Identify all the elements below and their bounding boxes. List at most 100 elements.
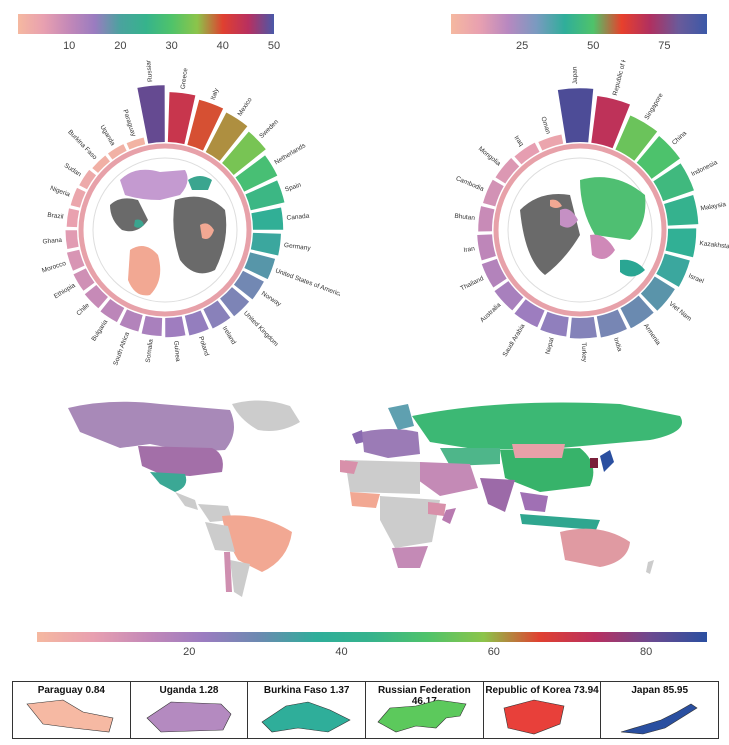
left-scale-tick: 20 bbox=[114, 40, 127, 52]
label-singapore: Singapore bbox=[644, 92, 665, 121]
bar-oman bbox=[538, 134, 564, 151]
label-nigeria: Nigeria bbox=[49, 185, 71, 199]
bar-viet-nam bbox=[640, 276, 675, 311]
region-europe bbox=[362, 429, 420, 458]
label-south-africa: South Africa bbox=[112, 331, 131, 367]
label-spain: Spain bbox=[284, 181, 302, 193]
label-bhutan: Bhutan bbox=[454, 213, 476, 222]
bar-chile bbox=[84, 285, 108, 309]
label-indonesia: Indonesia bbox=[690, 159, 719, 178]
bar-mongolia bbox=[495, 158, 520, 184]
country-argentina bbox=[230, 560, 250, 597]
right-circular-chart: Japan Republic of Korea Singapore ChinaIndo… bbox=[454, 60, 729, 363]
bar-brazil bbox=[66, 208, 80, 228]
left-scale-tick: 40 bbox=[216, 40, 229, 52]
panel-title: Burkina Faso 1.37 bbox=[263, 685, 350, 696]
label-turkey: Turkey bbox=[580, 342, 588, 363]
label-israel: Israel bbox=[687, 273, 705, 286]
bar-cambodia bbox=[483, 179, 504, 207]
panel-burkina-faso: Burkina Faso 1.37 bbox=[248, 682, 367, 738]
bar-turkey bbox=[569, 316, 597, 339]
panel-paraguay: Paraguay 0.84 bbox=[13, 682, 131, 738]
bar-ethiopia bbox=[73, 268, 95, 291]
left-color-scale bbox=[18, 14, 274, 34]
label-india: India bbox=[612, 337, 623, 353]
bar-united-kingdom bbox=[220, 287, 250, 317]
bar-united-states-of-america bbox=[244, 252, 276, 280]
bar-ghana bbox=[65, 230, 79, 249]
country-mali-region bbox=[350, 492, 380, 508]
bar-iraq bbox=[514, 142, 540, 165]
panel-russian-federation: Russian Federation 46.17 bbox=[366, 682, 484, 738]
bar-nepal bbox=[540, 311, 569, 337]
panel-title: Japan 85.95 bbox=[631, 685, 689, 696]
label-iraq: Iraq bbox=[512, 135, 524, 149]
label-republic-of-korea: Republic of Korea bbox=[612, 60, 632, 96]
label-somalia: Somalia bbox=[145, 338, 155, 363]
country-mongolia bbox=[512, 444, 565, 458]
country-russia bbox=[412, 402, 682, 450]
bottom-scale-tick: 20 bbox=[183, 646, 196, 658]
label-australia: Australia bbox=[479, 301, 503, 324]
country-chile bbox=[224, 552, 232, 592]
uganda-shape bbox=[146, 701, 232, 733]
label-mexico: Mexico bbox=[237, 96, 254, 117]
bar-burkina-faso bbox=[92, 155, 110, 173]
country-canada bbox=[68, 401, 234, 452]
bar-kazakhstan bbox=[665, 228, 697, 258]
bar-singapore bbox=[615, 115, 658, 161]
label-oman: Oman bbox=[539, 116, 551, 135]
label-nepal: Nepal bbox=[545, 336, 556, 355]
left-globe bbox=[92, 157, 238, 303]
label-japan: Japan bbox=[572, 66, 580, 84]
panel-title: Uganda 1.28 bbox=[159, 685, 219, 696]
russia-shape bbox=[377, 699, 467, 733]
label-canada: Canada bbox=[286, 213, 310, 222]
label-bulgaria: Bulgaria bbox=[90, 318, 109, 342]
bar-south-africa bbox=[119, 309, 143, 332]
bar-ireland bbox=[203, 300, 231, 329]
bar-bhutan bbox=[478, 206, 495, 232]
right-scale-tick: 50 bbox=[587, 40, 600, 52]
bar-nigeria bbox=[70, 187, 86, 208]
world-map bbox=[68, 400, 682, 597]
region-north-africa bbox=[345, 460, 420, 494]
label-netherlands: Netherlands bbox=[273, 142, 307, 167]
bar-greece bbox=[167, 92, 196, 145]
burkina-faso-shape bbox=[261, 701, 351, 733]
bar-armenia bbox=[620, 295, 654, 329]
label-thailand: Thailand bbox=[459, 275, 485, 293]
country-somalia bbox=[442, 508, 456, 524]
region-central-america bbox=[175, 492, 198, 510]
country-usa bbox=[138, 446, 223, 476]
left-scale-tick: 30 bbox=[165, 40, 178, 52]
country-panels: Paraguay 0.84 Uganda 1.28 Burkina Faso 1… bbox=[12, 681, 719, 739]
panel-title: Republic of Korea 73.94 bbox=[485, 685, 599, 696]
panel-uganda: Uganda 1.28 bbox=[131, 682, 249, 738]
label-greece: Greece bbox=[180, 67, 190, 89]
label-italy: Italy bbox=[210, 87, 221, 101]
label-paraguay: Paraguay bbox=[121, 109, 137, 138]
bar-morocco bbox=[66, 249, 85, 271]
bottom-scale-tick: 60 bbox=[487, 646, 500, 658]
bottom-scale-tick: 80 bbox=[639, 646, 653, 658]
label-ireland: Ireland bbox=[221, 325, 238, 346]
label-sudan: Sudan bbox=[63, 162, 83, 178]
panel-japan: Japan 85.95 bbox=[601, 682, 718, 738]
bar-somalia bbox=[141, 315, 163, 337]
label-russian-federation: Russian Federation bbox=[142, 60, 154, 82]
bar-canada bbox=[251, 207, 284, 230]
country-mexico bbox=[150, 472, 187, 492]
label-uganda: Uganda bbox=[98, 124, 116, 147]
label-malaysia: Malaysia bbox=[700, 201, 727, 212]
bar-thailand bbox=[481, 258, 507, 288]
label-chile: Chile bbox=[75, 302, 91, 318]
country-ethiopia bbox=[428, 502, 446, 516]
panel-title: Russian Federation 46.17 bbox=[377, 685, 471, 707]
label-mongolia: Mongolia bbox=[477, 146, 502, 168]
left-scale-tick: 10 bbox=[63, 40, 76, 52]
bar-indonesia bbox=[653, 163, 694, 202]
country-kazakhstan bbox=[440, 448, 500, 466]
right-scale-tick: 75 bbox=[658, 40, 671, 52]
bottom-scale-tick: 40 bbox=[335, 646, 348, 658]
